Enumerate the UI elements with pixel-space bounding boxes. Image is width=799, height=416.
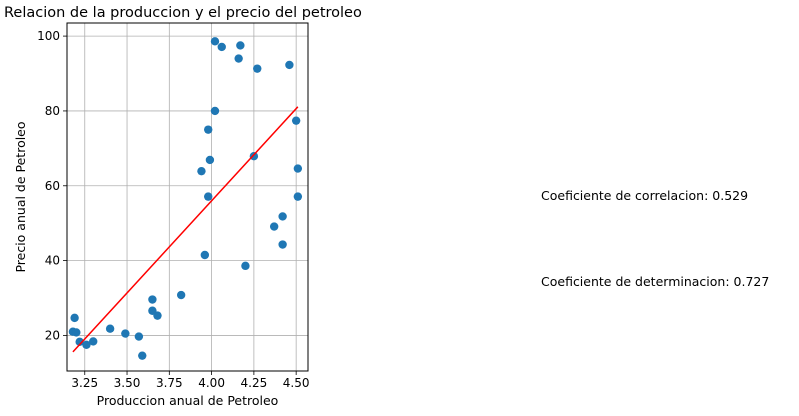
x-axis-label: Produccion anual de Petroleo bbox=[97, 393, 279, 408]
x-tick-label: 3.75 bbox=[156, 376, 183, 390]
data-point bbox=[253, 64, 261, 72]
determination-annotation: Coeficiente de determinacion: 0.727 bbox=[541, 274, 769, 289]
data-point bbox=[278, 240, 286, 248]
y-tick-label: 80 bbox=[45, 104, 60, 118]
data-point bbox=[148, 295, 156, 303]
data-point bbox=[285, 61, 293, 69]
data-point bbox=[153, 311, 161, 319]
chart-title: Relacion de la produccion y el precio de… bbox=[4, 5, 362, 21]
data-point bbox=[250, 152, 258, 160]
data-point bbox=[204, 192, 212, 200]
plot-area bbox=[67, 23, 308, 371]
data-point bbox=[211, 107, 219, 115]
data-point bbox=[177, 291, 185, 299]
data-point bbox=[121, 329, 129, 337]
data-point bbox=[294, 192, 302, 200]
x-tick-label: 3.50 bbox=[114, 376, 141, 390]
x-tick-label: 4.50 bbox=[283, 376, 310, 390]
data-point bbox=[218, 43, 226, 51]
y-tick-label: 60 bbox=[45, 179, 60, 193]
y-tick-label: 20 bbox=[45, 328, 60, 342]
correlation-annotation: Coeficiente de correlacion: 0.529 bbox=[541, 188, 748, 203]
data-point bbox=[197, 167, 205, 175]
y-tick-label: 40 bbox=[45, 254, 60, 268]
x-tick-label: 4.25 bbox=[241, 376, 268, 390]
data-point bbox=[241, 262, 249, 270]
x-tick-label: 4.00 bbox=[198, 376, 225, 390]
y-tick-label: 100 bbox=[37, 29, 60, 43]
data-point bbox=[278, 212, 286, 220]
data-point bbox=[204, 125, 212, 133]
data-point bbox=[135, 332, 143, 340]
data-point bbox=[236, 41, 244, 49]
data-point bbox=[270, 222, 278, 230]
data-point bbox=[106, 325, 114, 333]
data-point bbox=[211, 37, 219, 45]
data-point bbox=[201, 251, 209, 259]
x-tick-label: 3.25 bbox=[71, 376, 98, 390]
data-point bbox=[138, 351, 146, 359]
data-point bbox=[294, 164, 302, 172]
data-point bbox=[234, 54, 242, 62]
data-point bbox=[292, 116, 300, 124]
data-point bbox=[206, 156, 214, 164]
y-axis-label: Precio anual de Petroleo bbox=[13, 121, 28, 272]
data-point bbox=[89, 337, 97, 345]
data-point bbox=[72, 328, 80, 336]
data-point bbox=[70, 314, 78, 322]
regression-line bbox=[73, 107, 298, 352]
